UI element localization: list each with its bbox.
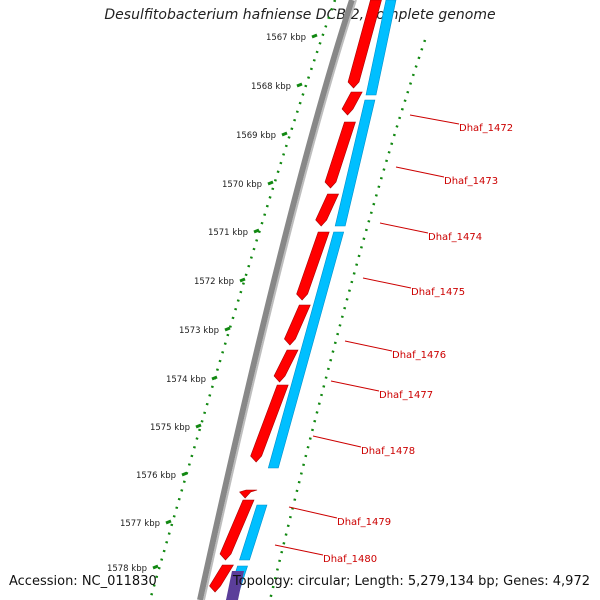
ruler-tick-label: 1569 kbp bbox=[236, 131, 276, 141]
other-feature[interactable] bbox=[226, 571, 244, 600]
ruler-tick-label: 1570 kbp bbox=[222, 180, 262, 190]
gene-label[interactable]: Dhaf_1479 bbox=[337, 517, 391, 528]
inner-dotted-line bbox=[268, 39, 427, 600]
ruler-tick bbox=[281, 131, 288, 137]
gene-label-leader bbox=[379, 222, 429, 234]
gene-features bbox=[209, 0, 397, 600]
ruler-tick-label: 1573 kbp bbox=[179, 326, 219, 336]
reverse-gene-feature[interactable] bbox=[334, 99, 376, 227]
ruler-tick-label: 1576 kbp bbox=[136, 471, 176, 481]
genome-summary-text: Topology: circular; Length: 5,279,134 bp… bbox=[232, 574, 590, 589]
ruler-tick bbox=[311, 33, 318, 39]
forward-gene-feature[interactable] bbox=[296, 231, 330, 301]
reverse-gene-feature[interactable] bbox=[239, 504, 268, 561]
gene-label-leader bbox=[362, 277, 412, 289]
gene-label[interactable]: Dhaf_1480 bbox=[323, 554, 377, 565]
ruler-tick bbox=[296, 82, 303, 88]
gene-label[interactable]: Dhaf_1478 bbox=[361, 446, 415, 457]
ruler-tick bbox=[181, 471, 188, 477]
forward-gene-feature[interactable] bbox=[284, 304, 311, 346]
ruler-tick-label: 1568 kbp bbox=[251, 82, 291, 92]
ruler-tick-label: 1567 kbp bbox=[266, 33, 306, 43]
ruler-tick-label: 1578 kbp bbox=[107, 564, 147, 574]
reverse-gene-feature[interactable] bbox=[365, 0, 397, 96]
forward-gene-feature[interactable] bbox=[315, 193, 340, 227]
ruler-tick-label: 1575 kbp bbox=[150, 423, 190, 433]
reverse-gene-feature[interactable] bbox=[267, 231, 345, 469]
gene-label-leader bbox=[288, 506, 338, 519]
ruler-tick bbox=[224, 326, 231, 332]
forward-gene-feature[interactable] bbox=[324, 121, 356, 189]
genome-backbone-shadow bbox=[203, 0, 357, 600]
ruler-tick bbox=[165, 519, 172, 525]
ruler-tick bbox=[211, 375, 218, 381]
gene-label-leader bbox=[409, 114, 460, 125]
gene-label[interactable]: Dhaf_1476 bbox=[392, 350, 446, 361]
forward-gene-feature[interactable] bbox=[209, 564, 234, 593]
gene-label-leader bbox=[274, 544, 324, 556]
forward-gene-feature[interactable] bbox=[347, 0, 382, 89]
gene-label-leader bbox=[344, 340, 393, 352]
gene-label-leader bbox=[395, 166, 445, 178]
ruler-tick bbox=[253, 228, 260, 234]
ruler-scale bbox=[148, 0, 337, 600]
forward-gene-feature[interactable] bbox=[250, 384, 289, 463]
ruler-tick-label: 1571 kbp bbox=[208, 228, 248, 238]
gene-label[interactable]: Dhaf_1475 bbox=[411, 287, 465, 298]
gene-label[interactable]: Dhaf_1473 bbox=[444, 176, 498, 187]
gene-label-leader bbox=[330, 380, 380, 392]
ruler-tick-label: 1572 kbp bbox=[194, 277, 234, 287]
gene-label[interactable]: Dhaf_1477 bbox=[379, 390, 433, 401]
forward-gene-feature[interactable] bbox=[239, 489, 258, 499]
gene-label-leader bbox=[312, 435, 362, 448]
ruler-tick-label: 1577 kbp bbox=[120, 519, 160, 529]
accession-text: Accession: NC_011830 bbox=[9, 574, 157, 589]
genome-title: Desulfitobacterium hafniense DCB-2, comp… bbox=[104, 7, 496, 23]
gene-label[interactable]: Dhaf_1474 bbox=[428, 232, 482, 243]
tick-label-group: 1567 kbp 1568 kbp 1569 kbp 1570 kbp 1571 kbp… bbox=[107, 33, 306, 574]
gene-label[interactable]: Dhaf_1472 bbox=[459, 123, 513, 134]
ruler-tick bbox=[239, 277, 246, 283]
ruler-tick bbox=[267, 180, 274, 186]
forward-gene-feature[interactable] bbox=[273, 349, 299, 383]
ruler-tick bbox=[152, 564, 159, 570]
gene-label-group: Dhaf_1472 Dhaf_1473 Dhaf_1474 Dhaf_1475 Dhaf… bbox=[274, 114, 513, 565]
ruler-tick-label: 1574 kbp bbox=[166, 375, 206, 385]
forward-gene-feature[interactable] bbox=[219, 499, 255, 561]
forward-gene-feature[interactable] bbox=[341, 91, 363, 116]
ruler-tick bbox=[195, 423, 202, 429]
genome-backbone bbox=[197, 0, 355, 600]
